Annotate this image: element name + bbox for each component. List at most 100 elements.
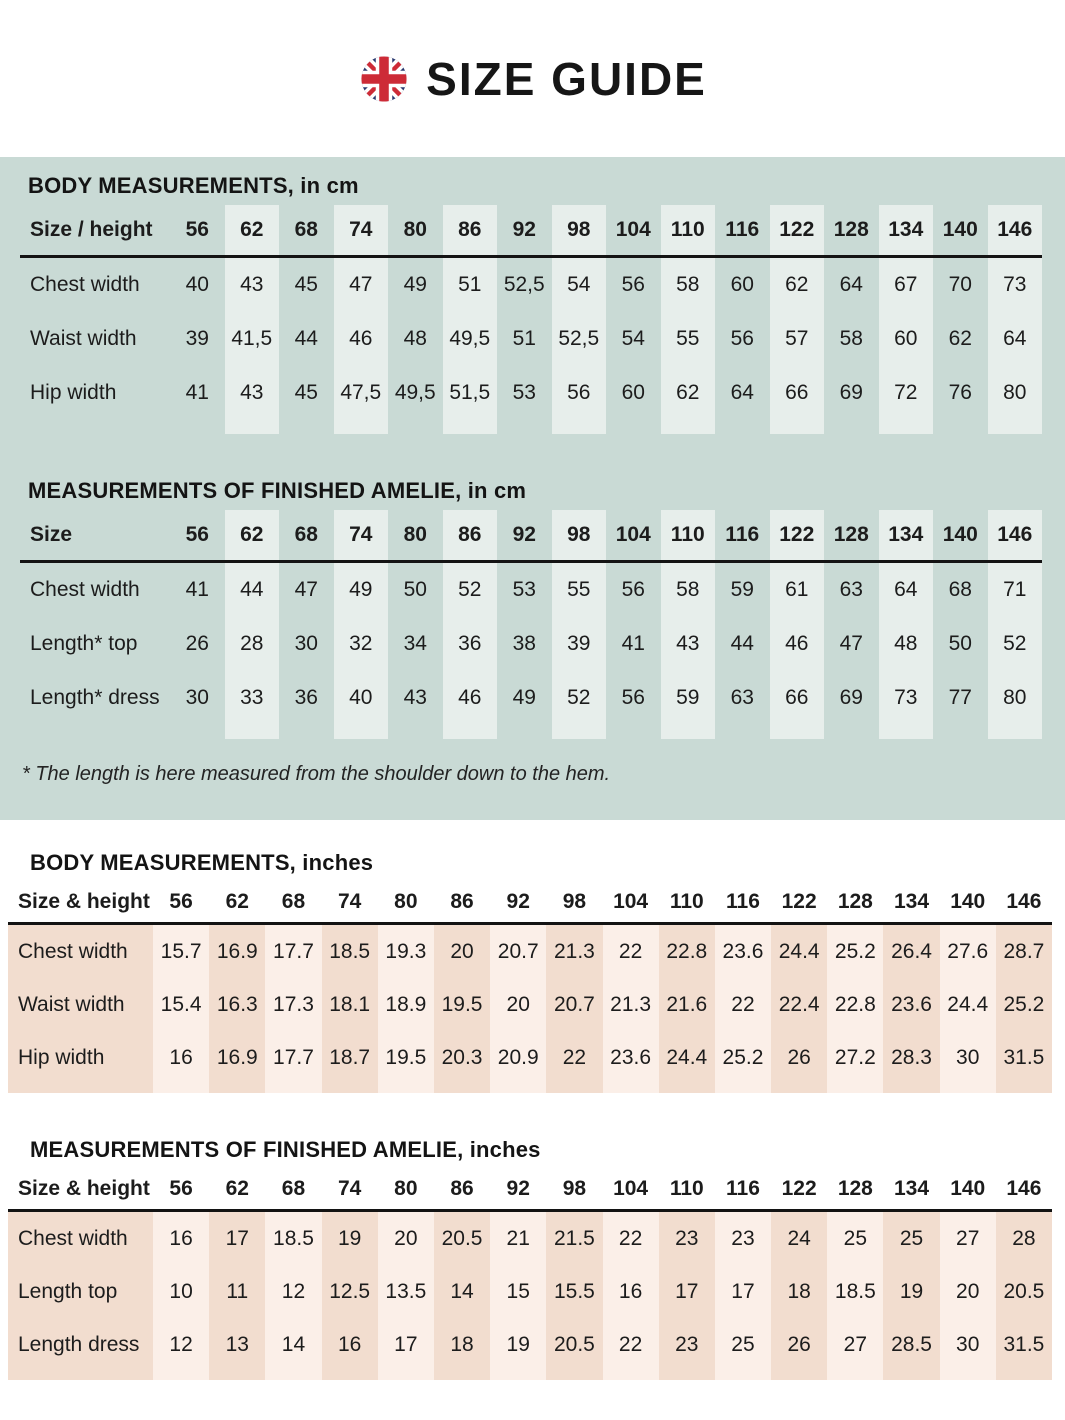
value-cell: 32 [333,617,388,671]
value-cell: 23.6 [714,923,772,978]
row-label: Waist width [8,978,153,1031]
stripe-spacer-cell [715,725,770,739]
size-column-header: 116 [714,1169,772,1212]
size-column-header: 146 [995,1169,1052,1212]
stripe-spacer-cell [224,420,279,434]
value-cell: 11 [209,1265,266,1318]
value-cell: 30 [294,632,318,655]
size-column-header: 86 [433,882,491,925]
value-cell: 62 [948,327,972,350]
value-cell: 17 [714,1265,772,1318]
size-column-header: 128 [824,205,879,258]
value-cell: 40 [333,671,388,725]
value-cell: 67 [878,256,933,312]
stripe-spacer-cell [333,420,388,434]
measurement-row: Length* dress 30 33 36 40 43 46 49 52 56 59 63 66 69 7… [20,671,1042,725]
stripe-spacer-cell [321,1371,378,1380]
stripe-spacer-cell [490,1084,547,1093]
value-cell: 21.3 [546,923,603,978]
value-cell: 27.2 [827,1031,884,1084]
value-cell: 41 [185,381,209,404]
size-column-header: 68 [265,882,322,925]
stripe-spacer-cell [153,1371,210,1380]
stripe-spacer-cell [209,1371,266,1380]
size-column-header: 62 [209,1169,266,1212]
value-cell: 60 [621,381,645,404]
stripe-spacer-cell [771,1371,828,1380]
size-column-header: 110 [658,1169,715,1212]
value-cell: 48 [403,327,427,350]
value-cell: 23 [658,1318,715,1371]
size-column-header: 122 [771,882,828,925]
stripe-spacer-cell [658,1371,715,1380]
value-cell: 21.5 [546,1210,603,1265]
value-cell: 22 [602,1318,659,1371]
stripe-spacer-cell [987,725,1042,739]
value-cell: 26.4 [883,923,940,978]
value-cell: 22.8 [827,978,884,1031]
value-cell: 17.3 [265,978,322,1031]
stripe-spacer-cell [377,1371,434,1380]
value-cell: 19 [490,1318,547,1371]
value-cell: 60 [730,273,754,296]
value-cell: 73 [878,671,933,725]
value-cell: 66 [769,366,824,420]
size-column-header: 140 [933,510,988,563]
value-cell: 60 [878,312,933,366]
value-cell: 12 [153,1318,210,1371]
value-cell: 13.5 [377,1265,434,1318]
finished-amelie-inches-table-wrap: Size & height 56 62 68 74 80 86 92 98 104 110 116 12… [0,1169,1065,1380]
finished-amelie-cm-table-wrap: Size 56 62 68 74 80 86 92 98 104 110 116 122 128 134 14… [0,510,1065,739]
value-cell: 40 [185,273,209,296]
value-cell: 64 [839,273,863,296]
value-cell: 43 [660,617,715,671]
value-cell: 49 [512,686,536,709]
value-cell: 52,5 [503,273,545,296]
size-column-header: 116 [715,205,770,258]
row-label: Length dress [8,1318,153,1371]
body-measurements-cm-table-wrap: Size / height 56 62 68 74 80 86 92 98 104 110 116 12… [0,205,1065,434]
value-cell: 12.5 [321,1265,378,1318]
body-measurements-inches-table-wrap: Size & height 56 62 68 74 80 86 92 98 104 110 116 12… [0,882,1065,1093]
value-cell: 26 [771,1318,828,1371]
stripe-spacer-cell [933,725,988,739]
value-cell: 58 [660,256,715,312]
stripe-spacer-cell [606,725,661,739]
stripe-spacer-cell [824,725,879,739]
value-cell: 46 [333,312,388,366]
stripe-spacer-cell [224,725,279,739]
value-cell: 44 [224,561,279,617]
value-cell: 15.5 [546,1265,603,1318]
size-column-header: 110 [660,205,715,258]
value-cell: 17.7 [265,1031,322,1084]
size-column-header: 80 [377,1169,434,1212]
stripe-spacer-cell [388,420,443,434]
stripe-spacer-cell [987,420,1042,434]
stripe-spacer-cell [658,1084,715,1093]
row-label: Chest width [30,273,140,296]
value-cell: 41 [621,632,645,655]
value-cell: 73 [987,256,1042,312]
value-cell: 56 [621,273,645,296]
size-column-header: 92 [490,1169,547,1212]
stripe-spacer-row [20,725,1042,739]
row-label: Chest width [8,923,153,978]
stripe-spacer-cell [490,1371,547,1380]
measurement-row: Hip width 16 16.9 17.7 18.7 19.5 20.3 20.9 22 23.… [8,1031,1052,1084]
value-cell: 28.5 [883,1318,940,1371]
stripe-spacer-cell [827,1084,884,1093]
value-cell: 25 [883,1210,940,1265]
stripe-spacer-cell [824,420,879,434]
value-cell: 46 [442,671,497,725]
value-cell: 39 [185,327,209,350]
value-cell: 49 [333,561,388,617]
value-cell: 20.3 [433,1031,491,1084]
stripe-spacer-cell [606,420,661,434]
stripe-spacer-cell [170,725,225,739]
value-cell: 20.9 [490,1031,547,1084]
value-cell: 19 [883,1265,940,1318]
value-cell: 54 [621,327,645,350]
uk-flag-icon [358,53,410,105]
value-cell: 34 [403,632,427,655]
